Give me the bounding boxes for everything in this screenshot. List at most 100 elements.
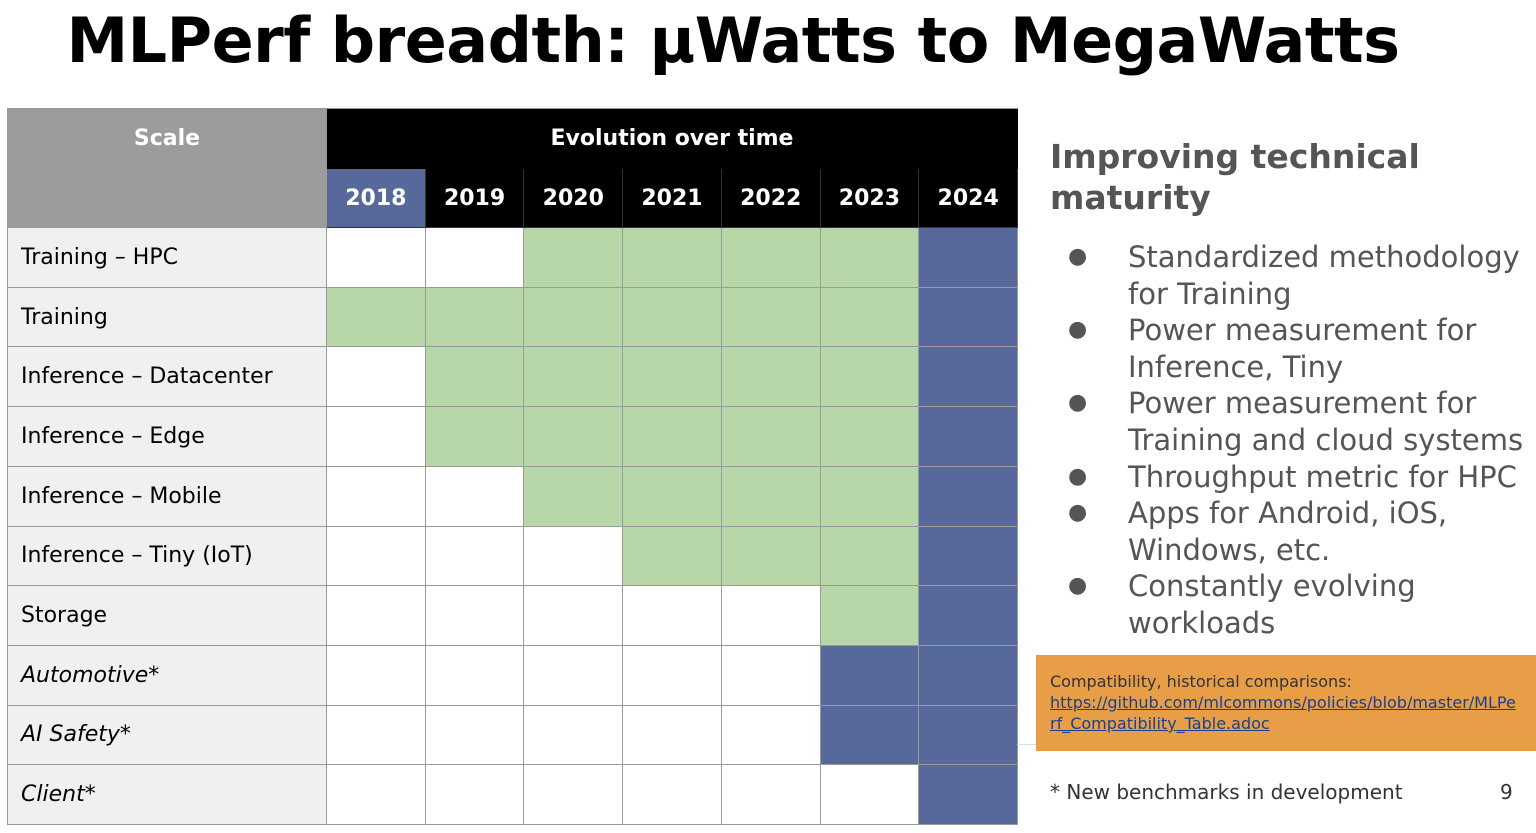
status-cell bbox=[327, 586, 426, 646]
status-cell bbox=[623, 526, 722, 587]
status-cell bbox=[623, 645, 722, 706]
status-cell bbox=[623, 586, 722, 646]
status-cell bbox=[327, 466, 426, 527]
status-cell bbox=[820, 407, 920, 467]
status-cell bbox=[425, 347, 525, 408]
status-cell bbox=[524, 347, 624, 408]
status-cell bbox=[623, 466, 722, 527]
status-cell bbox=[919, 586, 1018, 646]
compatibility-link[interactable]: https://github.com/mlcommons/policies/bl… bbox=[1050, 693, 1516, 733]
status-cell bbox=[425, 287, 525, 348]
bullet-dot-icon: ● bbox=[1068, 500, 1088, 526]
row-label: Storage bbox=[8, 586, 327, 646]
divider bbox=[1017, 744, 1036, 745]
year-header-0: 2018 bbox=[327, 169, 426, 228]
status-cell bbox=[425, 765, 525, 825]
maturity-bullet: ● Power measurement for Training and clou… bbox=[1068, 385, 1528, 458]
status-cell bbox=[623, 347, 722, 408]
row-label: Client* bbox=[8, 765, 327, 825]
status-cell bbox=[524, 586, 624, 646]
status-cell bbox=[327, 765, 426, 825]
status-cell bbox=[721, 287, 821, 348]
bullet-text: Power measurement for Inference, Tiny bbox=[1128, 313, 1477, 384]
maturity-heading: Improving technical maturity bbox=[1050, 137, 1420, 217]
row-label: Training bbox=[8, 287, 327, 348]
status-cell bbox=[623, 228, 722, 288]
status-cell bbox=[820, 347, 920, 408]
year-header-1: 2019 bbox=[425, 169, 525, 228]
status-cell bbox=[721, 407, 821, 467]
status-cell bbox=[327, 526, 426, 587]
status-cell bbox=[524, 705, 624, 766]
bullet-dot-icon: ● bbox=[1068, 573, 1088, 599]
status-cell bbox=[820, 705, 920, 766]
row-label: AI Safety* bbox=[8, 705, 327, 766]
status-cell bbox=[721, 228, 821, 288]
bullet-dot-icon: ● bbox=[1068, 390, 1088, 416]
status-cell bbox=[721, 526, 821, 587]
status-cell bbox=[327, 228, 426, 288]
maturity-bullet: ● Power measurement for Inference, Tiny bbox=[1068, 312, 1528, 385]
status-cell bbox=[919, 287, 1018, 348]
status-cell bbox=[919, 347, 1018, 408]
status-cell bbox=[327, 287, 426, 348]
bullet-dot-icon: ● bbox=[1068, 463, 1088, 489]
bullet-dot-icon: ● bbox=[1068, 317, 1088, 343]
year-header-2: 2020 bbox=[524, 169, 624, 228]
bullet-text: Apps for Android, iOS, Windows, etc. bbox=[1128, 496, 1448, 567]
status-cell bbox=[524, 287, 624, 348]
bullet-text: Standardized methodology for Training bbox=[1128, 240, 1520, 311]
status-cell bbox=[524, 466, 624, 527]
status-cell bbox=[919, 466, 1018, 527]
row-label: Inference – Datacenter bbox=[8, 347, 327, 408]
row-label: Training – HPC bbox=[8, 228, 327, 288]
status-cell bbox=[820, 526, 920, 587]
status-cell bbox=[425, 526, 525, 587]
status-cell bbox=[524, 645, 624, 706]
bullet-text: Power measurement for Training and cloud… bbox=[1128, 386, 1524, 457]
status-cell bbox=[623, 287, 722, 348]
status-cell bbox=[623, 705, 722, 766]
status-cell bbox=[820, 645, 920, 706]
status-cell bbox=[721, 765, 821, 825]
year-header-4: 2022 bbox=[721, 169, 821, 228]
year-header-3: 2021 bbox=[623, 169, 722, 228]
bullet-text: Constantly evolving workloads bbox=[1128, 569, 1416, 640]
status-cell bbox=[524, 228, 624, 288]
status-cell bbox=[919, 765, 1018, 825]
maturity-bullet: ● Throughput metric for HPC bbox=[1068, 459, 1528, 496]
row-label: Inference – Mobile bbox=[8, 466, 327, 527]
status-cell bbox=[820, 466, 920, 527]
mlperf-breadth-table: Scale Evolution over time 2018 2019 2020 20… bbox=[7, 108, 1018, 825]
status-cell bbox=[623, 407, 722, 467]
bullet-dot-icon: ● bbox=[1068, 244, 1088, 269]
status-cell bbox=[721, 705, 821, 766]
status-cell bbox=[327, 347, 426, 408]
maturity-bullet: ● Standardized methodology for Training bbox=[1068, 239, 1528, 312]
status-cell bbox=[820, 765, 920, 825]
year-header-5: 2023 bbox=[820, 169, 920, 228]
status-cell bbox=[820, 228, 920, 288]
bullet-text: Throughput metric for HPC bbox=[1128, 459, 1517, 494]
status-cell bbox=[327, 705, 426, 766]
status-cell bbox=[327, 645, 426, 706]
status-cell bbox=[425, 466, 525, 527]
maturity-bullet: ● Constantly evolving workloads bbox=[1068, 568, 1528, 641]
status-cell bbox=[425, 645, 525, 706]
row-label: Automotive* bbox=[8, 645, 327, 706]
status-cell bbox=[721, 466, 821, 527]
scale-header: Scale bbox=[8, 109, 327, 228]
row-label: Inference – Tiny (IoT) bbox=[8, 526, 327, 587]
status-cell bbox=[820, 586, 920, 646]
status-cell bbox=[524, 526, 624, 587]
slide-title: MLPerf breadth: μWatts to MegaWatts bbox=[66, 4, 1400, 77]
status-cell bbox=[425, 586, 525, 646]
status-cell bbox=[721, 347, 821, 408]
status-cell bbox=[919, 645, 1018, 706]
compatibility-box: Compatibility, historical comparisons: h… bbox=[1036, 655, 1536, 751]
status-cell bbox=[623, 765, 722, 825]
status-cell bbox=[919, 228, 1018, 288]
status-cell bbox=[919, 705, 1018, 766]
page-number: 9 bbox=[1500, 780, 1513, 804]
status-cell bbox=[425, 705, 525, 766]
